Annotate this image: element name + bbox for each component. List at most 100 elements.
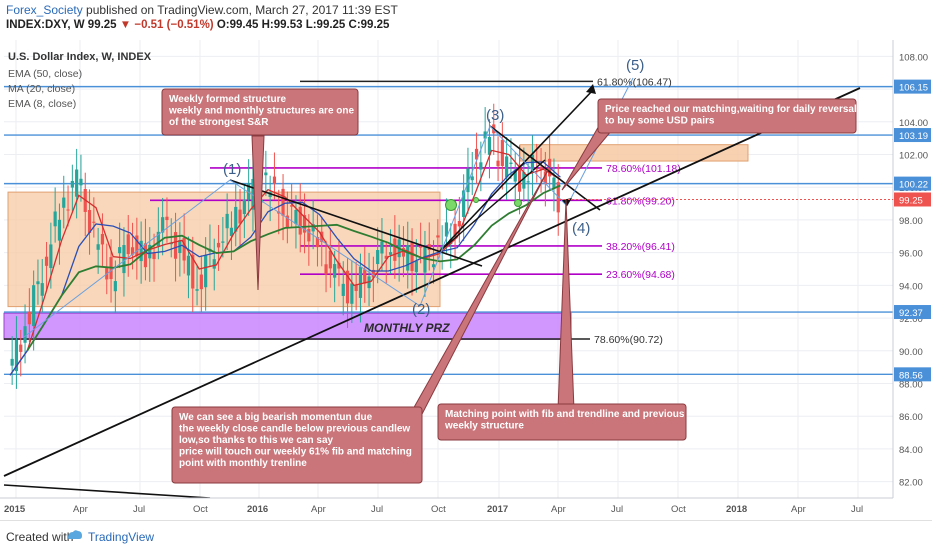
candle-body xyxy=(173,232,178,259)
wave3-rise-line xyxy=(419,125,491,307)
level-price-badge xyxy=(894,176,931,191)
publication-line: Forex_Society published on TradingView.c… xyxy=(6,3,398,17)
candle-body xyxy=(238,209,242,224)
candle-body xyxy=(363,269,367,284)
candle-body xyxy=(371,269,375,278)
level-price-label: 92.37 xyxy=(899,308,923,319)
candle-body xyxy=(315,237,320,248)
candle-body xyxy=(419,246,423,248)
candle-body xyxy=(535,168,539,170)
candle-body xyxy=(410,242,414,272)
price-tick-label: 96.00 xyxy=(899,249,923,260)
candle-body xyxy=(216,242,221,248)
arrow-head-icon xyxy=(562,198,572,206)
wave-label: (3) xyxy=(486,107,504,124)
candle-body xyxy=(87,209,92,233)
candle-body xyxy=(165,216,169,221)
indicator-legend: U.S. Dollar Index, W, INDEX EMA (50, clos… xyxy=(8,51,152,110)
candle-body xyxy=(156,231,160,247)
candle-body xyxy=(384,255,388,259)
candle-body xyxy=(298,206,302,235)
candle-body xyxy=(229,227,234,236)
candle-body xyxy=(118,247,122,254)
candle-body xyxy=(126,234,130,255)
candle-body xyxy=(462,190,466,217)
annotation-text: point with monthly trenline xyxy=(179,458,307,469)
wave3-downline xyxy=(489,125,601,211)
candle-body xyxy=(358,266,363,298)
time-tick-label: 2015 xyxy=(4,504,26,515)
annotation-text: low,so thanks to this we can say xyxy=(179,435,334,446)
candle-body xyxy=(27,311,31,325)
candle-body xyxy=(509,162,513,164)
price-tick-label: 90.00 xyxy=(899,347,923,358)
annotation-text: price will touch our weekly 61% fib and … xyxy=(179,447,412,458)
wave-label: (4) xyxy=(572,220,590,237)
time-tick-label: 2017 xyxy=(487,504,508,515)
time-tick-label: Oct xyxy=(671,504,686,515)
candle-body xyxy=(135,235,139,257)
annotation-text: of the strongest S&R xyxy=(169,117,269,128)
price-tick-label: 94.00 xyxy=(899,281,923,292)
level-price-label: 103.19 xyxy=(899,131,928,142)
candle-body xyxy=(251,178,255,210)
candle-body xyxy=(302,215,307,233)
candle-body xyxy=(281,188,285,216)
candle-body xyxy=(225,213,229,229)
candle-body xyxy=(341,283,345,296)
candle-body xyxy=(333,264,337,278)
price-chart[interactable]: MONTHLY PRZ61.80%(106.47)78.60%(101.18)6… xyxy=(0,40,932,520)
annotation-matching-point: Matching point with fib and trendline an… xyxy=(437,403,687,441)
candle-body xyxy=(401,247,406,257)
annotation-box xyxy=(171,406,423,484)
candle-body xyxy=(204,254,208,288)
candle-body xyxy=(543,171,547,184)
annotation-text: Weekly formed structure xyxy=(169,94,287,105)
candle-body xyxy=(380,241,384,254)
projection-line-upper xyxy=(439,89,594,252)
candle-body xyxy=(328,250,332,269)
candle-body xyxy=(19,344,23,352)
candle-body xyxy=(345,270,350,304)
candle-body xyxy=(79,178,83,186)
wave4-fall-line xyxy=(489,125,568,207)
marker-circle xyxy=(473,197,479,203)
tradingview-brand[interactable]: TradingView xyxy=(88,530,155,544)
candle-body xyxy=(431,264,436,268)
time-tick-label: Apr xyxy=(791,504,806,515)
weekly-downtrend-line xyxy=(229,179,483,267)
candle-body xyxy=(66,209,70,211)
candle-body xyxy=(513,169,517,182)
candle-body xyxy=(62,197,66,208)
candle-body xyxy=(96,244,100,250)
monthly-trendline xyxy=(3,87,861,477)
candle-body xyxy=(195,289,199,291)
tradingview-logo-icon xyxy=(68,530,82,539)
candle-body xyxy=(44,256,49,266)
ohlc-line: INDEX:DXY, W 99.25 ▼ −0.51 (−0.51%) O:99… xyxy=(6,19,389,31)
time-tick-label: Oct xyxy=(193,504,208,515)
time-tick-label: Apr xyxy=(73,504,88,515)
fib-level-label: 61.80%(99.20) xyxy=(606,195,675,207)
marker-circle xyxy=(445,199,457,211)
time-axis-background xyxy=(0,498,932,520)
annotation-box xyxy=(437,403,687,441)
candle-body xyxy=(552,177,556,189)
annotation-text: weekly and monthly structures are one xyxy=(168,106,354,117)
author-link[interactable]: Forex_Society xyxy=(6,3,83,17)
candle-body xyxy=(57,219,62,241)
annotation-text: Matching point with fib and trendline an… xyxy=(445,409,685,420)
level-price-label: 106.15 xyxy=(899,83,928,94)
time-tick-label: Oct xyxy=(431,504,446,515)
horizontal-levels xyxy=(4,85,893,376)
level-price-badge xyxy=(894,128,931,143)
candle-body xyxy=(406,245,410,271)
candle-body xyxy=(337,262,341,269)
candle-body xyxy=(350,283,354,304)
trendlines xyxy=(3,77,861,499)
candle-body xyxy=(505,156,509,178)
wave-label: (2) xyxy=(412,301,430,318)
time-axis: 2015 Apr Jul Oct 2016 Apr Jul Oct 2017 Apr Jul Oct 2… xyxy=(0,497,932,520)
annotation-price-reached: Price reached our matching,waiting for d… xyxy=(597,98,857,134)
